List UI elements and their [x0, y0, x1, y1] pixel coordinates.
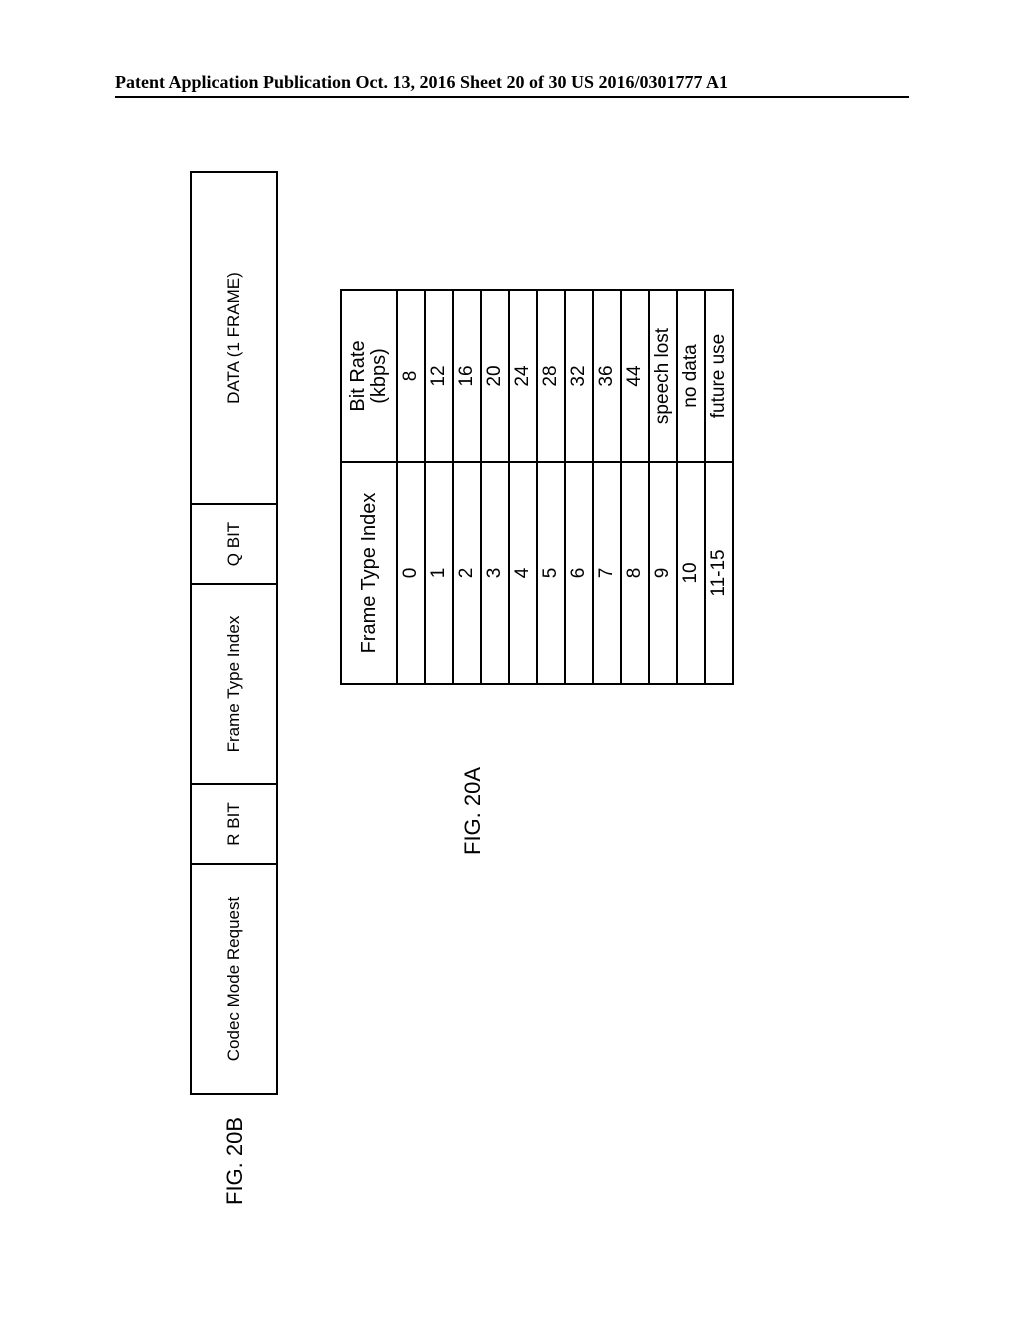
cell-index: 3	[481, 462, 509, 684]
figure-20b-label: FIG. 20B	[222, 1117, 248, 1205]
frame-type-table: Frame Type Index Bit Rate (kbps) 08 112 …	[340, 289, 734, 685]
cell-rate: 44	[621, 290, 649, 462]
figure-20a-label: FIG. 20A	[460, 767, 486, 855]
table-row: 10no data	[677, 290, 705, 684]
cell-rate: 20	[481, 290, 509, 462]
table-row: 11-15future use	[705, 290, 733, 684]
table-row: 9speech lost	[649, 290, 677, 684]
figure-20b-rotated: FIG. 20B Codec Mode Request R BIT Frame …	[90, 155, 290, 1195]
cell-index: 8	[621, 462, 649, 684]
page: Patent Application Publication Oct. 13, …	[0, 0, 1024, 1320]
table-row: 320	[481, 290, 509, 684]
figure-20a: FIG. 20A Frame Type Index Bit Rate (kbps…	[330, 155, 590, 795]
cell-rate: 28	[537, 290, 565, 462]
cell-rate: 24	[509, 290, 537, 462]
cell-rate: 36	[593, 290, 621, 462]
table-row: 736	[593, 290, 621, 684]
cell-rate: speech lost	[649, 290, 677, 462]
table-row: 632	[565, 290, 593, 684]
col-frame-type-index: Frame Type Index	[341, 462, 397, 684]
col-bit-rate: Bit Rate (kbps)	[341, 290, 397, 462]
field-q-bit: Q BIT	[192, 503, 276, 583]
table-row: 112	[425, 290, 453, 684]
field-codec-mode-request: Codec Mode Request	[192, 863, 276, 1093]
cell-index: 4	[509, 462, 537, 684]
cell-rate: no data	[677, 290, 705, 462]
cell-rate: 12	[425, 290, 453, 462]
table-row: 528	[537, 290, 565, 684]
cell-index: 11-15	[705, 462, 733, 684]
field-r-bit: R BIT	[192, 783, 276, 863]
figure-20b: FIG. 20B Codec Mode Request R BIT Frame …	[90, 155, 290, 1195]
header-rule	[115, 96, 909, 98]
figure-20a-rotated: FIG. 20A Frame Type Index Bit Rate (kbps…	[330, 155, 590, 795]
cell-rate: future use	[705, 290, 733, 462]
table-row: 08	[397, 290, 425, 684]
page-header: Patent Application Publication Oct. 13, …	[115, 72, 909, 93]
cell-rate: 16	[453, 290, 481, 462]
header-right: US 2016/0301777 A1	[571, 72, 728, 92]
cell-rate: 32	[565, 290, 593, 462]
cell-index: 2	[453, 462, 481, 684]
table-row: 844	[621, 290, 649, 684]
table-header-row: Frame Type Index Bit Rate (kbps)	[341, 290, 397, 684]
table-row: 424	[509, 290, 537, 684]
frame-layout-row: Codec Mode Request R BIT Frame Type Inde…	[190, 171, 278, 1095]
cell-index: 9	[649, 462, 677, 684]
field-data-frame: DATA (1 FRAME)	[192, 173, 276, 503]
cell-index: 1	[425, 462, 453, 684]
cell-rate: 8	[397, 290, 425, 462]
cell-index: 10	[677, 462, 705, 684]
cell-index: 7	[593, 462, 621, 684]
table-row: 216	[453, 290, 481, 684]
header-left: Patent Application Publication	[115, 72, 351, 92]
field-frame-type-index: Frame Type Index	[192, 583, 276, 783]
header-center: Oct. 13, 2016 Sheet 20 of 30	[356, 72, 567, 92]
cell-index: 0	[397, 462, 425, 684]
cell-index: 5	[537, 462, 565, 684]
cell-index: 6	[565, 462, 593, 684]
